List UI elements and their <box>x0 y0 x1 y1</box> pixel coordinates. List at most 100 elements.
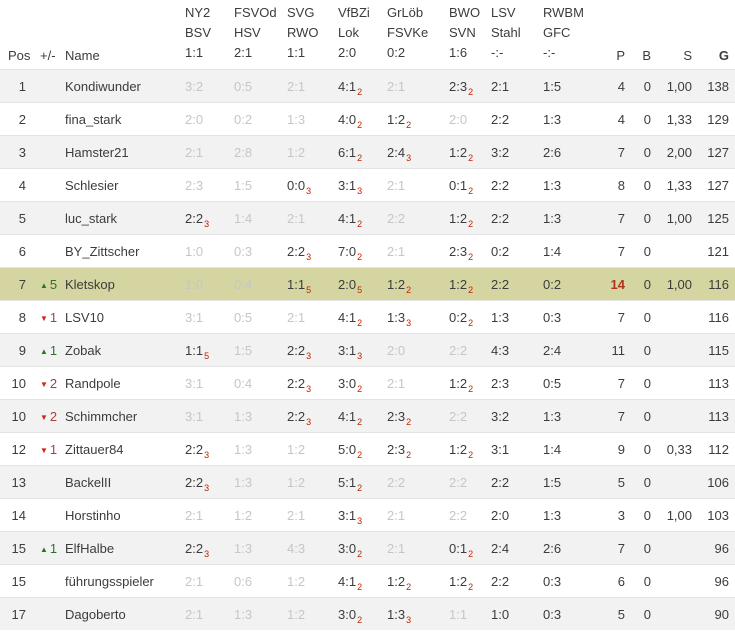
tip-cell: 4:12 <box>336 300 385 334</box>
tip-cell: 3:13 <box>336 333 385 367</box>
average-cell <box>661 597 702 630</box>
player-name-link[interactable]: BY_Zittscher <box>62 234 183 268</box>
tip-points: 2 <box>406 581 412 592</box>
player-name-link[interactable]: Kletskop <box>62 267 183 301</box>
tip-cell: 2:32 <box>447 234 489 268</box>
match-header[interactable]: FSVOd HSV 2:1 <box>232 0 285 70</box>
tip-score: 0:2 <box>543 276 562 292</box>
tip-points: 2 <box>357 218 363 229</box>
tip-score: 3:1 <box>338 177 357 193</box>
match-header[interactable]: NY2 BSV 1:1 <box>183 0 232 70</box>
tip-score: 0:3 <box>543 573 562 589</box>
player-name-link[interactable]: Schlesier <box>62 168 183 202</box>
match-header[interactable]: GrLöb FSVKe 0:2 <box>385 0 447 70</box>
table-row: 2 fina_stark 2:0 0:2 1:3 4:02 1:22 2:0 2:2 1:3 4… <box>0 102 735 136</box>
tip-score: 2:2 <box>185 210 204 226</box>
tip-cell: 6:12 <box>336 135 385 169</box>
tip-score: 0:2 <box>449 309 468 325</box>
tip-cell: 3:1 <box>183 366 232 400</box>
total-points-cell: 90 <box>702 597 735 630</box>
player-name-link[interactable]: führungsspieler <box>62 564 183 598</box>
bonus-cell: 0 <box>635 201 661 235</box>
bonus-cell: 0 <box>635 564 661 598</box>
position-cell: 12 <box>0 432 32 466</box>
tip-score: 1:3 <box>387 606 406 622</box>
total-points-cell: 125 <box>702 201 735 235</box>
average-cell <box>661 531 702 565</box>
tip-points: 3 <box>204 548 210 559</box>
arrow-up-icon: ▲ <box>40 346 48 356</box>
tip-cell: 1:2 <box>285 432 336 466</box>
match-result: -:- <box>543 45 556 60</box>
tip-points: 2 <box>468 383 474 394</box>
average-cell <box>661 234 702 268</box>
tip-cell: 2:23 <box>183 465 232 499</box>
tip-cell: 4:12 <box>336 399 385 433</box>
match-home-team: SVG <box>287 5 315 20</box>
player-name-link[interactable]: BackelII <box>62 465 183 499</box>
tip-points: 2 <box>357 317 363 328</box>
tip-cell: 0:12 <box>447 531 489 565</box>
player-name-link[interactable]: Schimmcher <box>62 399 183 433</box>
tip-cell: 1:5 <box>541 69 595 103</box>
match-header[interactable]: LSV Stahl -:- <box>489 0 541 70</box>
tip-cell: 1:2 <box>285 135 336 169</box>
tip-score: 0:3 <box>543 606 562 622</box>
tip-score: 2:1 <box>185 144 204 160</box>
tip-cell: 2:1 <box>183 135 232 169</box>
rank-change-amount: 5 <box>49 276 58 292</box>
rank-change-amount: 2 <box>49 408 58 424</box>
col-header-p: P <box>616 48 625 63</box>
player-name-link[interactable]: Dagoberto <box>62 597 183 630</box>
match-header[interactable]: RWBM GFC -:- <box>541 0 595 70</box>
tip-points: 2 <box>468 218 474 229</box>
tip-points: 2 <box>468 581 474 592</box>
average-cell <box>661 399 702 433</box>
player-name-link[interactable]: ElfHalbe <box>62 531 183 565</box>
player-name-link[interactable]: Zobak <box>62 333 183 367</box>
tip-cell: 1:3 <box>232 465 285 499</box>
header-row: Pos +/- Name NY2 BSV 1:1 FSVOd HSV 2:1 S… <box>0 0 735 70</box>
match-away-team: Stahl <box>491 25 521 40</box>
player-name-link[interactable]: fina_stark <box>62 102 183 136</box>
player-name-link[interactable]: LSV10 <box>62 300 183 334</box>
total-points-cell: 121 <box>702 234 735 268</box>
tip-score: 2:3 <box>449 243 468 259</box>
player-name-link[interactable]: luc_stark <box>62 201 183 235</box>
col-header-change: +/- <box>40 48 56 63</box>
tip-score: 3:1 <box>491 441 510 457</box>
match-away-team: SVN <box>449 25 476 40</box>
match-header[interactable]: BWO SVN 1:6 <box>447 0 489 70</box>
match-header[interactable]: SVG RWO 1:1 <box>285 0 336 70</box>
player-name-link[interactable]: Kondiwunder <box>62 69 183 103</box>
tip-cell: 1:22 <box>447 201 489 235</box>
bonus-cell: 0 <box>635 366 661 400</box>
player-name-link[interactable]: Zittauer84 <box>62 432 183 466</box>
match-home-team: FSVOd <box>234 5 277 20</box>
tip-score: 2:6 <box>543 540 562 556</box>
match-home-team: GrLöb <box>387 5 424 20</box>
tip-score: 0:5 <box>234 78 253 94</box>
position-cell: 14 <box>0 498 32 532</box>
tip-score: 1:2 <box>387 573 406 589</box>
tip-score: 0:2 <box>491 243 510 259</box>
tip-points: 2 <box>357 416 363 427</box>
match-result: 1:6 <box>449 45 468 60</box>
tip-score: 2:1 <box>185 573 204 589</box>
tip-score: 2:2 <box>449 474 468 490</box>
tip-cell: 2:32 <box>447 69 489 103</box>
match-header[interactable]: VfBZi Lok 2:0 <box>336 0 385 70</box>
tip-score: 0:5 <box>543 375 562 391</box>
matchday-points-cell: 7 <box>595 234 635 268</box>
total-points-cell: 113 <box>702 366 735 400</box>
tip-cell: 2:2 <box>385 201 447 235</box>
tip-cell: 1:2 <box>285 597 336 630</box>
tip-points: 2 <box>468 317 474 328</box>
rank-change-cell <box>32 168 62 202</box>
tip-score: 2:0 <box>387 342 406 358</box>
player-name-link[interactable]: Hamster21 <box>62 135 183 169</box>
tip-score: 3:1 <box>338 507 357 523</box>
player-name-link[interactable]: Randpole <box>62 366 183 400</box>
tip-score: 1:4 <box>234 210 253 226</box>
player-name-link[interactable]: Horstinho <box>62 498 183 532</box>
